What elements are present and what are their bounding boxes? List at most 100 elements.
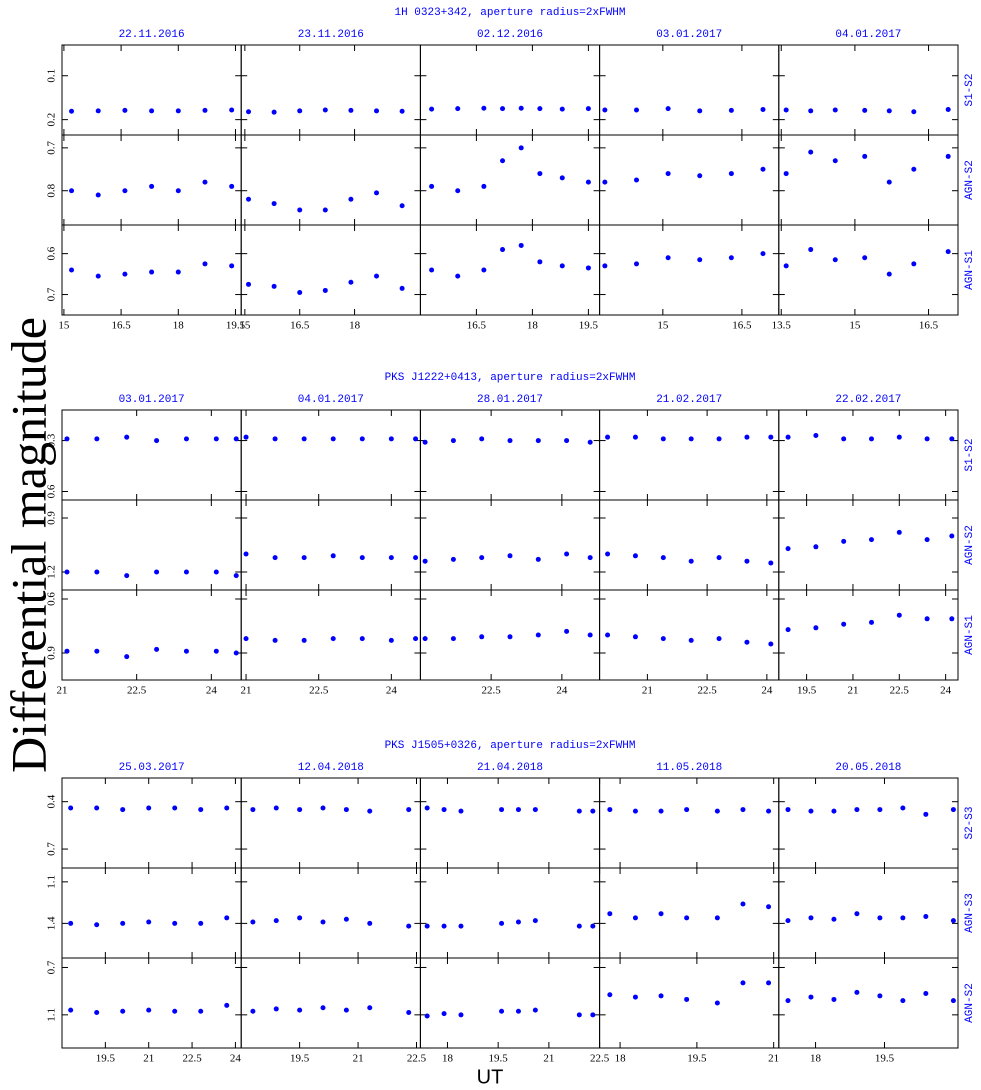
- data-point: [559, 106, 565, 112]
- data-point: [233, 650, 239, 656]
- y-tick-label: 0.6: [46, 246, 58, 260]
- chart-title: PKS J1505+0326, aperture radius=2xFWHM: [385, 740, 636, 752]
- data-point: [785, 627, 791, 633]
- data-point: [697, 257, 703, 263]
- data-point: [297, 207, 303, 213]
- data-point: [243, 636, 249, 642]
- data-point: [911, 261, 917, 267]
- y-tick-label: 0.7: [46, 140, 58, 154]
- data-point: [330, 553, 336, 559]
- x-tick-label: 24: [940, 685, 952, 697]
- data-point: [535, 632, 541, 638]
- x-tick-label: 15: [849, 320, 861, 332]
- data-point: [422, 439, 428, 445]
- data-point: [429, 183, 435, 189]
- data-point: [808, 915, 814, 921]
- panel-frame: [61, 499, 242, 591]
- data-point: [481, 105, 487, 111]
- data-point: [744, 434, 750, 440]
- data-point: [146, 805, 152, 811]
- data-point: [271, 283, 277, 289]
- data-point: [808, 149, 814, 155]
- panel-frame: [61, 589, 242, 681]
- data-point: [607, 992, 613, 998]
- data-point: [388, 555, 394, 561]
- data-point: [587, 439, 593, 445]
- data-point: [813, 432, 819, 438]
- night-date: 21.04.2018: [477, 762, 543, 774]
- panel-frame: [599, 134, 780, 226]
- data-point: [923, 811, 929, 817]
- data-point: [535, 556, 541, 562]
- x-tick-label: 16.5: [111, 320, 131, 332]
- data-point: [684, 996, 690, 1002]
- data-point: [832, 158, 838, 164]
- x-tick-label: 22.5: [890, 685, 910, 697]
- data-point: [728, 107, 734, 113]
- x-tick-label: 18: [527, 320, 539, 332]
- data-point: [507, 553, 513, 559]
- panel-frame: [778, 867, 959, 959]
- data-point: [441, 1011, 447, 1017]
- x-tick-label: 21: [57, 685, 68, 697]
- data-point: [455, 188, 461, 194]
- data-point: [229, 183, 235, 189]
- data-point: [399, 108, 405, 114]
- data-point: [877, 807, 883, 813]
- data-point: [297, 1007, 303, 1013]
- data-point: [832, 107, 838, 113]
- data-point: [367, 808, 373, 814]
- panel-frame: [419, 867, 601, 959]
- data-point: [94, 805, 100, 811]
- data-point: [886, 271, 892, 277]
- panel-frame: [240, 589, 421, 681]
- panel-frame: [419, 44, 601, 136]
- data-point: [399, 285, 405, 291]
- data-point: [343, 807, 349, 813]
- data-point: [632, 553, 638, 559]
- x-tick-label: 21: [847, 685, 858, 697]
- panel-frame: [61, 409, 242, 501]
- data-point: [760, 251, 766, 257]
- data-point: [374, 190, 380, 196]
- data-point: [924, 616, 930, 622]
- y-tick-label: 1.1: [46, 1008, 58, 1022]
- data-point: [831, 916, 837, 922]
- data-point: [632, 634, 638, 640]
- data-point: [868, 537, 874, 543]
- y-tick-label: 1.2: [46, 565, 58, 579]
- data-point: [124, 654, 130, 660]
- data-point: [658, 808, 664, 814]
- data-point: [301, 637, 307, 643]
- data-point: [246, 281, 252, 287]
- x-tick-label: 21: [642, 685, 653, 697]
- data-point: [224, 805, 230, 811]
- data-point: [413, 436, 419, 442]
- data-point: [602, 107, 608, 113]
- data-point: [633, 107, 639, 113]
- data-point: [862, 153, 868, 159]
- data-point: [320, 1005, 326, 1011]
- data-point: [515, 1008, 521, 1014]
- data-point: [198, 1008, 204, 1014]
- data-point: [213, 648, 219, 654]
- data-point: [785, 998, 791, 1004]
- data-point: [243, 434, 249, 440]
- x-tick-label: 24: [206, 685, 218, 697]
- data-point: [95, 273, 101, 279]
- data-point: [808, 247, 814, 253]
- night-date: 22.11.2016: [119, 29, 185, 41]
- data-point: [896, 434, 902, 440]
- data-point: [862, 107, 868, 113]
- data-point: [564, 551, 570, 557]
- data-point: [172, 805, 178, 811]
- x-tick-label: 22.5: [482, 685, 502, 697]
- x-tick-label: 24: [761, 685, 773, 697]
- x-tick-label: 15: [657, 320, 669, 332]
- panel-frame: [61, 867, 242, 959]
- panel-frame: [240, 134, 421, 226]
- data-point: [455, 106, 461, 112]
- data-point: [479, 555, 485, 561]
- data-point: [744, 639, 750, 645]
- data-point: [224, 915, 230, 921]
